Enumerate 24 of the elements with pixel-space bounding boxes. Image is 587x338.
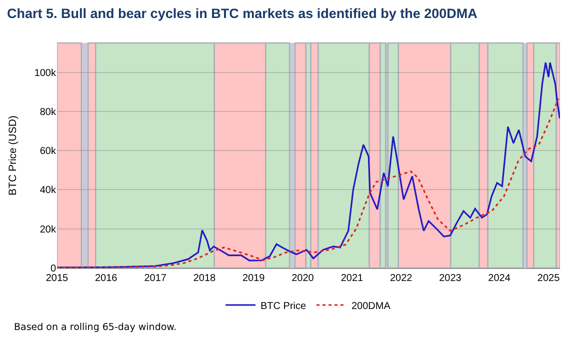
line-series (57, 62, 560, 268)
line-series (57, 98, 560, 268)
y-tick-label: 0 (50, 264, 56, 274)
x-tick-label: 2024 (488, 273, 511, 284)
x-tick-label: 2022 (390, 273, 413, 284)
x-tick-label: 2017 (144, 273, 167, 284)
x-tick-label: 2019 (242, 273, 266, 284)
y-tick-label: 80k (40, 106, 57, 118)
y-tick-label: 20k (40, 224, 57, 236)
legend-label: BTC Price (260, 300, 306, 312)
y-tick-label: 60k (40, 146, 57, 158)
legend-label: 200DMA (352, 300, 391, 312)
y-tick-label: 100k (34, 68, 57, 79)
y-tick-label: 40k (40, 185, 57, 196)
x-tick-label: 2018 (193, 273, 216, 284)
y-axis-title: BTC Price (USD) (7, 116, 20, 196)
x-tick-label: 2023 (439, 273, 462, 284)
x-tick-label: 2021 (340, 273, 364, 284)
x-tick-label: 2015 (46, 273, 69, 284)
x-tick-label: 2020 (292, 273, 314, 284)
x-tick-label: 2025 (537, 273, 560, 284)
x-tick-label: 2016 (94, 273, 118, 284)
text: Based on a rolling 65-day window. (14, 322, 177, 333)
chart-title: Chart 5. Bull and bear cycles in BTC markets as identified by the 200DMA (7, 6, 478, 21)
